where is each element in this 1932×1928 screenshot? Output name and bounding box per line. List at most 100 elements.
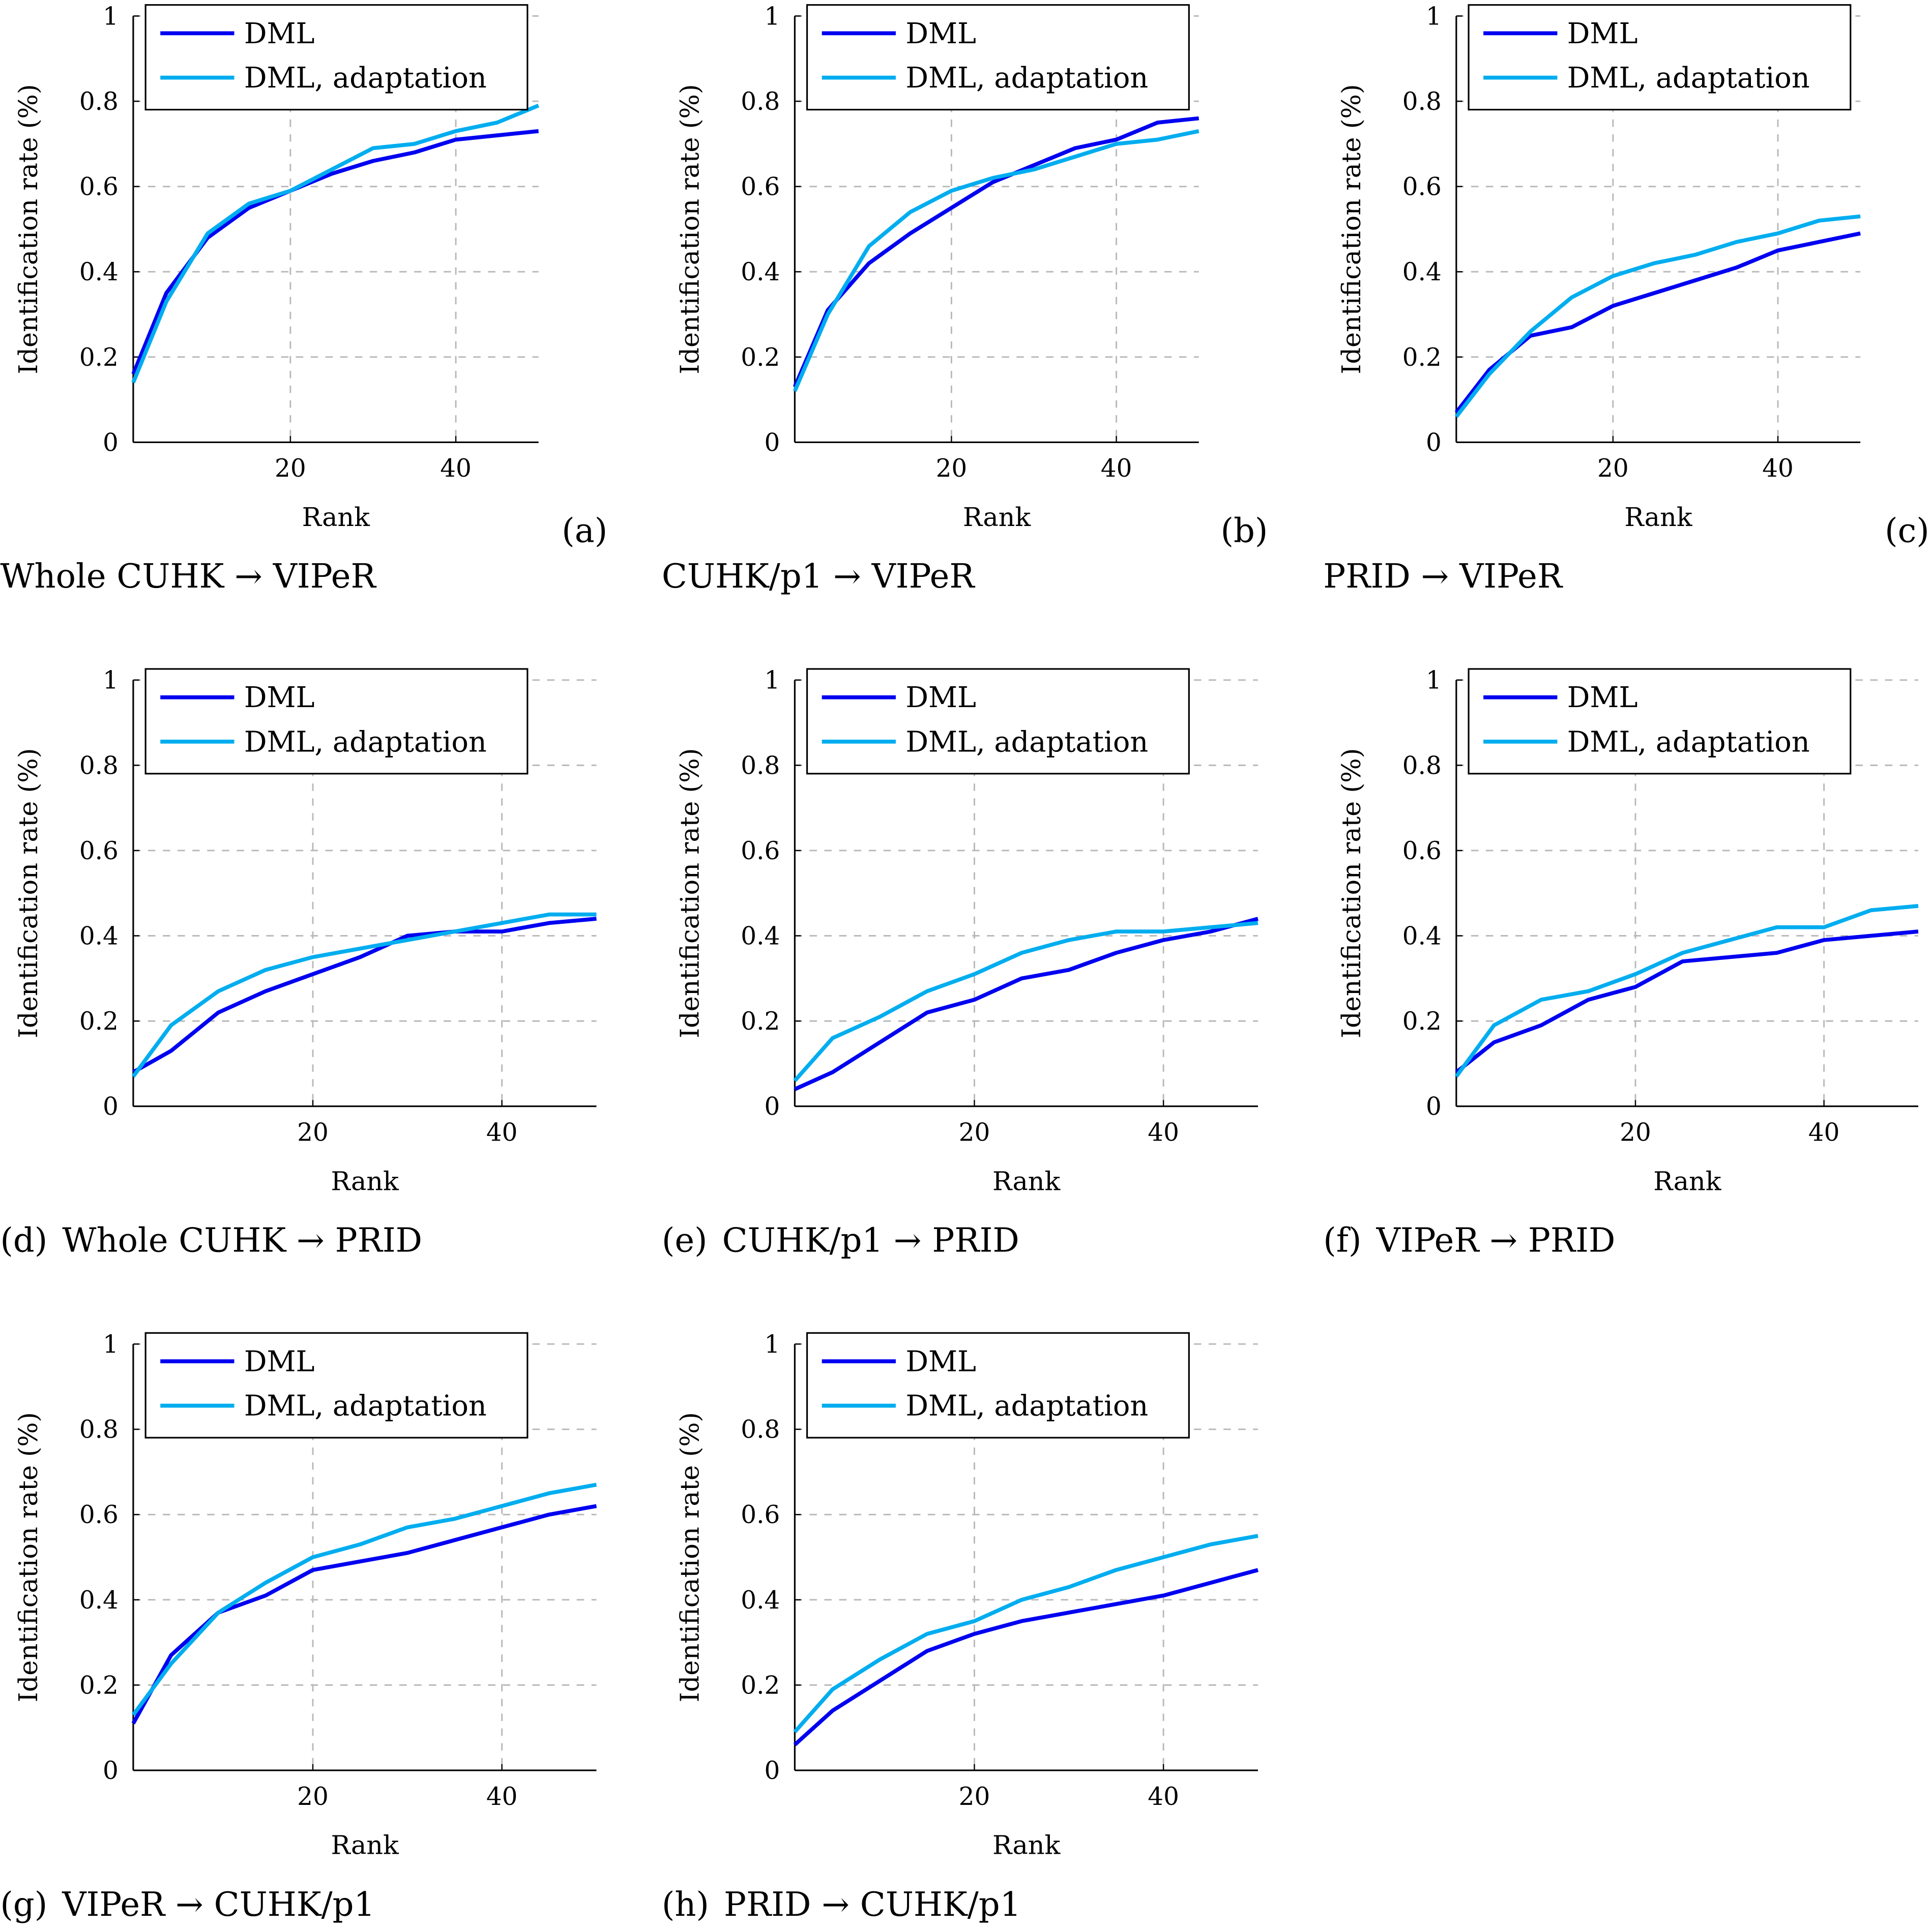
legend-box	[806, 4, 1190, 111]
x-axis-label: Rank	[331, 1830, 400, 1860]
chart-panel: 0 0.2 0.4 0.6 0.8 1 20 40 Rank Identification rat…	[1323, 2, 1929, 596]
y-tick-label: 0.6	[741, 1501, 780, 1529]
series-line-dml	[794, 917, 1258, 1091]
y-tick-label: 0.2	[741, 1671, 780, 1700]
y-tick-label: 0.6	[79, 173, 119, 201]
y-tick-label: 0.4	[741, 258, 780, 286]
panel-caption-text: VIPeR → PRID	[1376, 1221, 1616, 1260]
legend-label: DML	[1567, 681, 1638, 714]
legend-label: DML, adaptation	[244, 1390, 487, 1423]
x-axis-label: Rank	[1624, 502, 1693, 532]
x-tick-label: 20	[1597, 454, 1629, 483]
series-line-dml-adaptation	[793, 1534, 1258, 1734]
y-tick-label: 0.8	[79, 87, 119, 116]
y-tick-label: 0.4	[79, 1586, 119, 1615]
panel-caption: CUHK/p1 → VIPeR	[662, 557, 976, 596]
y-tick-label: 1	[103, 666, 119, 695]
legend: DML DML, adaptation	[144, 668, 529, 775]
chart-panel: 0 0.2 0.4 0.6 0.8 1 20 40 Rank Identification rat…	[0, 2, 607, 596]
y-axis-label: Identification rate (%)	[13, 1412, 43, 1702]
panel-caption-text: CUHK/p1 → PRID	[722, 1221, 1019, 1260]
legend-label: DML, adaptation	[244, 725, 487, 758]
y-tick-label: 0	[103, 428, 119, 457]
y-tick-label: 0.8	[741, 751, 780, 780]
chart-panel: 0 0.2 0.4 0.6 0.8 1 20 40 Rank Identification rat…	[662, 2, 1268, 596]
x-tick-label: 20	[297, 1783, 329, 1811]
panel-letter: (e)	[662, 1221, 708, 1260]
panel-letter: (f)	[1323, 1221, 1361, 1260]
y-tick-label: 0.8	[741, 87, 780, 116]
legend-label: DML, adaptation	[905, 725, 1148, 758]
y-axis-label: Identification rate (%)	[13, 84, 43, 374]
y-tick-label: 0.4	[79, 922, 119, 950]
y-tick-label: 0.2	[79, 343, 119, 372]
y-axis-label: Identification rate (%)	[675, 84, 705, 374]
y-tick-label: 0.8	[1402, 751, 1442, 780]
legend-box	[1468, 4, 1852, 111]
legend-label: DML, adaptation	[905, 62, 1148, 95]
panel-letter: (a)	[562, 512, 607, 550]
panel-caption: PRID → VIPeR	[1323, 557, 1563, 596]
legend-label: DML, adaptation	[1567, 725, 1810, 758]
y-tick-label: 0.8	[741, 1416, 780, 1444]
legend: DML DML, adaptation	[144, 1332, 529, 1439]
x-tick-label: 20	[297, 1119, 329, 1147]
legend-label: DML	[244, 681, 315, 714]
chart-panel: 0 0.2 0.4 0.6 0.8 1 20 40 Rank Identification rat…	[1323, 666, 1919, 1260]
y-axis-label: Identification rate (%)	[1336, 84, 1366, 374]
y-tick-label: 1	[765, 1330, 780, 1359]
panel-letter: (d)	[0, 1221, 47, 1260]
panel-caption: (d) Whole CUHK → PRID	[0, 1221, 422, 1260]
panel-letter: (b)	[1220, 512, 1268, 550]
panel-caption: (f) VIPeR → PRID	[1323, 1221, 1615, 1260]
panel-letter: (g)	[0, 1885, 47, 1924]
x-tick-label: 40	[1148, 1119, 1179, 1147]
y-tick-label: 0	[103, 1093, 119, 1121]
y-tick-label: 0.6	[1402, 837, 1442, 865]
y-tick-label: 0.4	[741, 922, 780, 950]
legend: DML DML, adaptation	[144, 4, 529, 111]
y-tick-label: 0.6	[741, 173, 780, 201]
series-line-dml	[793, 116, 1199, 388]
series-line-dml-adaptation	[131, 103, 540, 384]
y-tick-label: 1	[103, 2, 119, 31]
legend-label: DML	[905, 681, 976, 714]
chart-panel: 0 0.2 0.4 0.6 0.8 1 20 40 Rank Identification rat…	[0, 666, 597, 1260]
y-tick-label: 0.4	[1402, 258, 1442, 286]
x-tick-label: 40	[1762, 454, 1794, 483]
chart-panel: 0 0.2 0.4 0.6 0.8 1 20 40 Rank Identification rat…	[662, 666, 1258, 1260]
chart-panel: 0 0.2 0.4 0.6 0.8 1 20 40 Rank Identification rat…	[662, 1330, 1258, 1924]
legend-label: DML	[244, 1345, 315, 1378]
panel-caption-text: PRID → CUHK/p1	[724, 1885, 1021, 1924]
series-line-dml	[1454, 231, 1861, 414]
legend: DML DML, adaptation	[806, 4, 1190, 111]
series-line-dml-adaptation	[793, 921, 1258, 1083]
legend-label: DML, adaptation	[1567, 62, 1810, 95]
y-tick-label: 0.8	[79, 751, 119, 780]
y-tick-label: 0.2	[741, 1007, 780, 1036]
y-tick-label: 1	[765, 666, 780, 695]
panel-caption: (h) PRID → CUHK/p1	[662, 1885, 1021, 1924]
legend-label: DML	[1567, 17, 1638, 50]
series-line-dml	[132, 917, 597, 1074]
x-axis-label: Rank	[331, 1166, 400, 1196]
y-tick-label: 1	[103, 1330, 119, 1359]
x-axis-label: Rank	[992, 1830, 1061, 1860]
legend-box	[806, 668, 1190, 775]
y-tick-label: 0	[1426, 1093, 1442, 1121]
y-tick-label: 1	[1426, 2, 1442, 31]
x-tick-label: 20	[959, 1119, 990, 1147]
legend-label: DML, adaptation	[244, 62, 487, 95]
y-tick-label: 0.6	[79, 837, 119, 865]
legend: DML DML, adaptation	[1468, 668, 1852, 775]
x-axis-label: Rank	[992, 1166, 1061, 1196]
legend-box	[806, 1332, 1190, 1439]
y-tick-label: 0	[765, 428, 780, 457]
x-axis-label: Rank	[1653, 1166, 1722, 1196]
panel-letter: (h)	[662, 1885, 709, 1924]
series-line-dml	[793, 1568, 1258, 1746]
y-tick-label: 0.2	[79, 1007, 119, 1036]
series-line-dml	[131, 1504, 597, 1725]
chart-panel: 0 0.2 0.4 0.6 0.8 1 20 40 Rank Identification rat…	[0, 1330, 597, 1924]
